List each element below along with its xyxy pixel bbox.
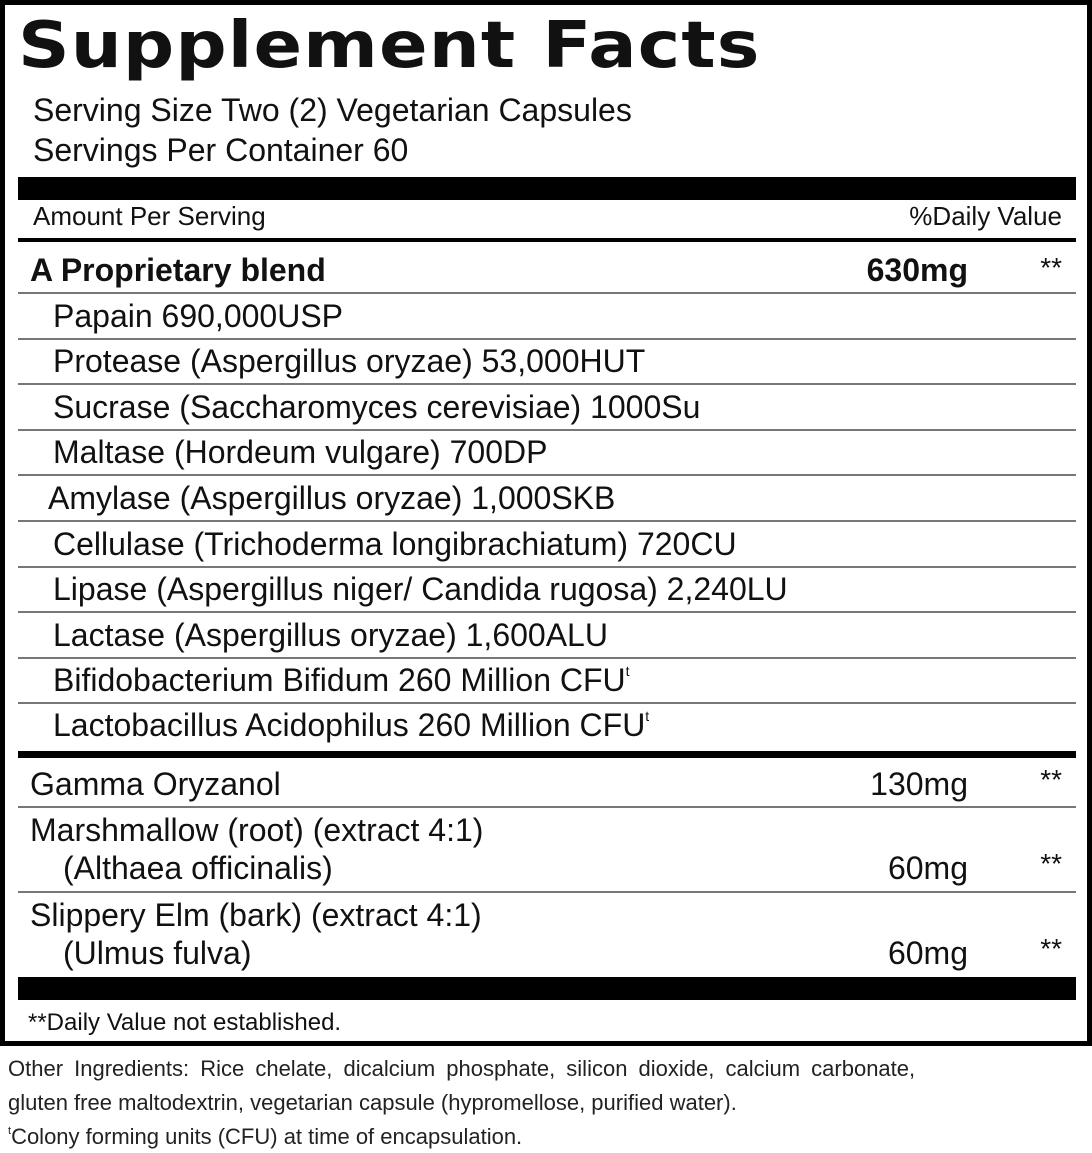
row-divider [18,566,1076,568]
blend-amount: 630mg [866,252,968,288]
cfu-superscript: t [645,708,650,724]
row-divider [18,611,1076,613]
row-divider [18,429,1076,431]
daily-value-header: %Daily Value [909,201,1062,231]
ingredient-dv: ** [1040,848,1062,879]
blend-item: Sucrase (Saccharomyces cerevisiae) 1000S… [53,389,701,425]
ingredient-name: Gamma Oryzanol [30,766,281,802]
blend-name: A Proprietary blend [30,252,326,288]
ingredient-latin-name: (Ulmus fulva) [63,935,252,971]
amount-per-serving-header: Amount Per Serving [33,201,266,231]
thick-divider [18,751,1076,758]
row-divider [18,520,1076,522]
cfu-note: tColony forming units (CFU) at time of e… [8,1126,522,1148]
blend-dv: ** [1040,252,1062,283]
cfu-note-text: Colony forming units (CFU) at time of en… [11,1124,523,1149]
ingredient-dv: ** [1040,933,1062,964]
servings-per-container: Servings Per Container 60 [33,132,409,168]
daily-value-footnote: **Daily Value not established. [28,1009,342,1036]
ingredient-name: Marshmallow (root) (extract 4:1) [30,812,484,848]
ingredient-amount: 60mg [887,935,968,971]
ingredient-latin-name: (Althaea officinalis) [63,850,333,886]
blend-item-text: Bifidobacterium Bifidum 260 Million CFU [53,662,626,698]
row-divider [18,806,1076,808]
ingredient-name: Slippery Elm (bark) (extract 4:1) [30,897,482,933]
blend-item-text: Lactobacillus Acidophilus 260 Million CF… [53,707,646,743]
row-divider [18,292,1076,294]
ingredient-dv: ** [1040,764,1062,795]
blend-item: Maltase (Hordeum vulgare) 700DP [53,434,548,470]
other-ingredients: gluten free maltodextrin, vegetarian cap… [8,1090,737,1115]
ingredient-amount: 130mg [870,766,968,802]
blend-item: Lactobacillus Acidophilus 260 Million CF… [53,709,649,741]
blend-item: Papain 690,000USP [53,298,343,334]
row-divider [18,383,1076,385]
page-title: Supplement Facts [18,9,761,83]
row-divider [18,338,1076,340]
serving-size: Serving Size Two (2) Vegetarian Capsules [33,92,632,128]
other-ingredients: Other Ingredients: Rice chelate, dicalci… [8,1056,916,1081]
blend-item: Lipase (Aspergillus niger/ Candida rugos… [53,571,788,607]
cfu-superscript: t [8,1125,12,1137]
facts-panel-border [0,0,1092,1046]
thick-divider [18,177,1076,200]
divider [18,238,1076,242]
blend-item: Lactase (Aspergillus oryzae) 1,600ALU [53,617,608,653]
row-divider [18,891,1076,893]
blend-item: Protease (Aspergillus oryzae) 53,000HUT [53,343,646,379]
blend-item: Cellulase (Trichoderma longibrachiatum) … [53,526,737,562]
blend-item: Amylase (Aspergillus oryzae) 1,000SKB [48,480,616,516]
row-divider [18,657,1076,659]
thick-divider [18,977,1076,1000]
ingredient-amount: 60mg [887,850,968,886]
row-divider [18,474,1076,476]
cfu-superscript: t [625,663,630,679]
blend-item: Bifidobacterium Bifidum 260 Million CFUt [53,664,630,696]
row-divider [18,702,1076,704]
